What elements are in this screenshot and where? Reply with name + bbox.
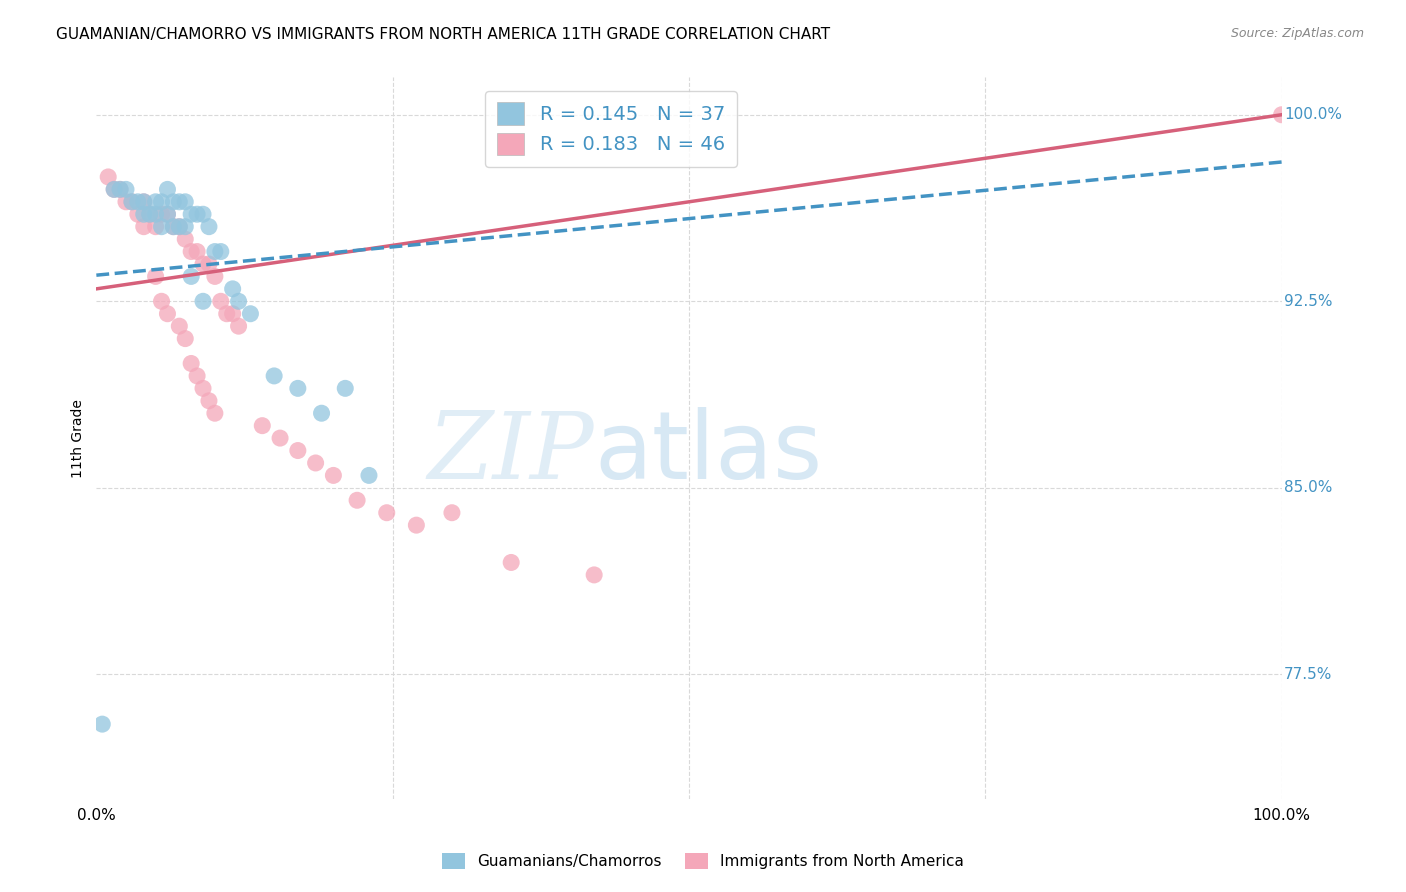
Point xyxy=(145,207,167,221)
Point xyxy=(186,244,208,259)
Point xyxy=(162,219,184,234)
Point xyxy=(121,194,143,209)
Point xyxy=(108,182,131,196)
Text: 92.5%: 92.5% xyxy=(1284,293,1333,309)
Point xyxy=(132,194,155,209)
Point xyxy=(180,356,202,370)
Point xyxy=(138,207,160,221)
Point xyxy=(269,431,291,445)
Point xyxy=(198,393,221,408)
Text: Source: ZipAtlas.com: Source: ZipAtlas.com xyxy=(1230,27,1364,40)
Point xyxy=(375,506,398,520)
Point xyxy=(191,381,214,395)
Point xyxy=(322,468,344,483)
Point xyxy=(215,307,238,321)
Point xyxy=(127,207,149,221)
Point xyxy=(198,257,221,271)
Point xyxy=(174,332,197,346)
Point xyxy=(263,368,285,383)
Legend: Guamanians/Chamorros, Immigrants from North America: Guamanians/Chamorros, Immigrants from No… xyxy=(436,847,970,875)
Point xyxy=(132,219,155,234)
Point xyxy=(91,717,114,731)
Point xyxy=(287,381,309,395)
Point xyxy=(204,244,226,259)
Point xyxy=(127,194,149,209)
Point xyxy=(198,219,221,234)
Text: 77.5%: 77.5% xyxy=(1284,667,1333,681)
Point xyxy=(156,207,179,221)
Text: GUAMANIAN/CHAMORRO VS IMMIGRANTS FROM NORTH AMERICA 11TH GRADE CORRELATION CHART: GUAMANIAN/CHAMORRO VS IMMIGRANTS FROM NO… xyxy=(56,27,831,42)
Point xyxy=(239,307,262,321)
Point xyxy=(169,219,191,234)
Text: ZIP: ZIP xyxy=(427,408,595,498)
Point xyxy=(228,319,250,334)
Point xyxy=(440,506,463,520)
Point xyxy=(191,207,214,221)
Point xyxy=(583,568,606,582)
Point xyxy=(221,307,243,321)
Point xyxy=(228,294,250,309)
Point xyxy=(145,194,167,209)
Point xyxy=(150,294,173,309)
Point xyxy=(287,443,309,458)
Point xyxy=(150,194,173,209)
Point xyxy=(191,294,214,309)
Point xyxy=(132,207,155,221)
Text: atlas: atlas xyxy=(595,407,823,499)
Point xyxy=(346,493,368,508)
Text: 100.0%: 100.0% xyxy=(1284,107,1341,122)
Point xyxy=(97,169,120,184)
Point xyxy=(174,232,197,246)
Point xyxy=(156,307,179,321)
Point xyxy=(145,269,167,284)
Point xyxy=(169,219,191,234)
Point xyxy=(162,194,184,209)
Point xyxy=(162,219,184,234)
Point xyxy=(191,257,214,271)
Legend: R = 0.145   N = 37, R = 0.183   N = 46: R = 0.145 N = 37, R = 0.183 N = 46 xyxy=(485,91,737,167)
Point xyxy=(180,207,202,221)
Point xyxy=(209,294,232,309)
Point xyxy=(174,194,197,209)
Point xyxy=(132,194,155,209)
Point xyxy=(186,207,208,221)
Y-axis label: 11th Grade: 11th Grade xyxy=(72,399,86,477)
Point xyxy=(209,244,232,259)
Point xyxy=(156,207,179,221)
Point xyxy=(204,269,226,284)
Point xyxy=(304,456,326,470)
Point xyxy=(108,182,131,196)
Point xyxy=(501,556,523,570)
Point xyxy=(156,182,179,196)
Point xyxy=(174,219,197,234)
Point xyxy=(204,406,226,420)
Point xyxy=(221,282,243,296)
Point xyxy=(145,219,167,234)
Point xyxy=(103,182,125,196)
Text: 85.0%: 85.0% xyxy=(1284,481,1333,495)
Point xyxy=(150,207,173,221)
Point xyxy=(150,219,173,234)
Point xyxy=(103,182,125,196)
Point xyxy=(169,194,191,209)
Point xyxy=(138,207,160,221)
Point xyxy=(169,319,191,334)
Point xyxy=(311,406,333,420)
Point xyxy=(180,244,202,259)
Point xyxy=(121,194,143,209)
Point xyxy=(180,269,202,284)
Point xyxy=(1271,108,1294,122)
Point xyxy=(115,182,138,196)
Point xyxy=(115,194,138,209)
Point xyxy=(405,518,427,533)
Point xyxy=(252,418,274,433)
Point xyxy=(357,468,380,483)
Point xyxy=(335,381,357,395)
Point xyxy=(186,368,208,383)
